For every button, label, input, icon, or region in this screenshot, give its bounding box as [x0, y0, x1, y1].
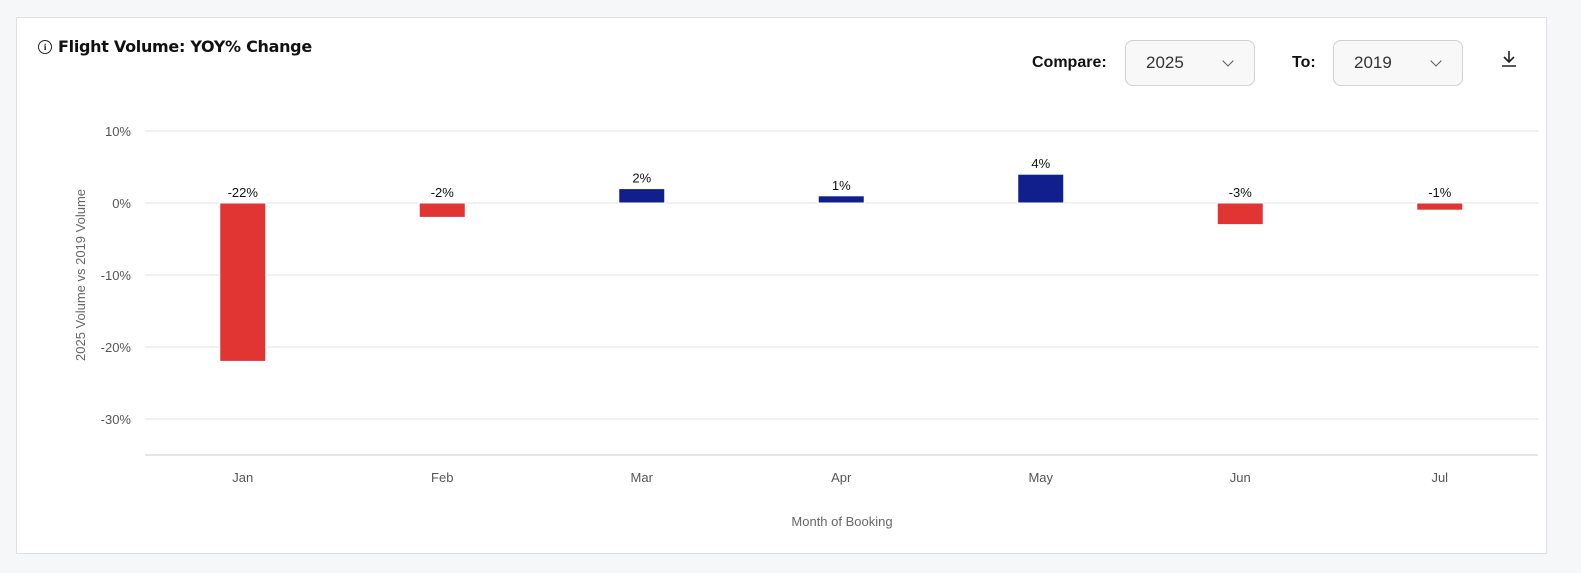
x-tick-label: Mar	[631, 470, 654, 485]
bar-mar[interactable]	[618, 188, 666, 204]
bar-jul[interactable]	[1416, 202, 1464, 211]
y-tick-label: -10%	[101, 268, 132, 283]
bar-apr[interactable]	[817, 195, 865, 204]
x-tick-label: Jan	[232, 470, 253, 485]
y-tick-label: -30%	[101, 412, 132, 427]
data-label: -3%	[1229, 185, 1253, 200]
x-tick-label: Feb	[431, 470, 453, 485]
data-label: -2%	[431, 185, 455, 200]
y-tick-label: 10%	[105, 124, 131, 139]
info-icon[interactable]: i	[38, 39, 52, 54]
chart-title: i Flight Volume: YOY% Change	[38, 37, 312, 56]
bar-feb[interactable]	[418, 202, 466, 218]
to-year-value: 2019	[1354, 53, 1392, 72]
x-axis-label: Month of Booking	[791, 514, 892, 529]
x-tick-label: Jul	[1431, 470, 1448, 485]
bar-jun[interactable]	[1216, 202, 1264, 226]
compare-year-select[interactable]: 2025	[1125, 40, 1255, 86]
y-axis-label: 2025 Volume vs 2019 Volume	[73, 189, 88, 361]
data-label: -1%	[1428, 185, 1452, 200]
to-label: To:	[1292, 54, 1316, 71]
compare-year-value: 2025	[1146, 53, 1184, 72]
y-tick-label: 0%	[112, 196, 131, 211]
to-year-select[interactable]: 2019	[1333, 40, 1463, 86]
data-label: 4%	[1031, 156, 1050, 171]
bar-may[interactable]	[1017, 173, 1065, 204]
data-label: 1%	[832, 178, 851, 193]
bar-jan[interactable]	[219, 202, 267, 362]
data-label: -22%	[228, 185, 259, 200]
x-tick-label: Apr	[831, 470, 852, 485]
download-icon[interactable]	[1500, 49, 1518, 69]
x-tick-label: Jun	[1230, 470, 1251, 485]
chart-card	[16, 17, 1547, 554]
y-tick-label: -20%	[101, 340, 132, 355]
chart-title-text: Flight Volume: YOY% Change	[58, 37, 312, 56]
data-label: 2%	[632, 171, 651, 186]
compare-label: Compare:	[1032, 54, 1107, 71]
x-tick-label: May	[1028, 470, 1053, 485]
